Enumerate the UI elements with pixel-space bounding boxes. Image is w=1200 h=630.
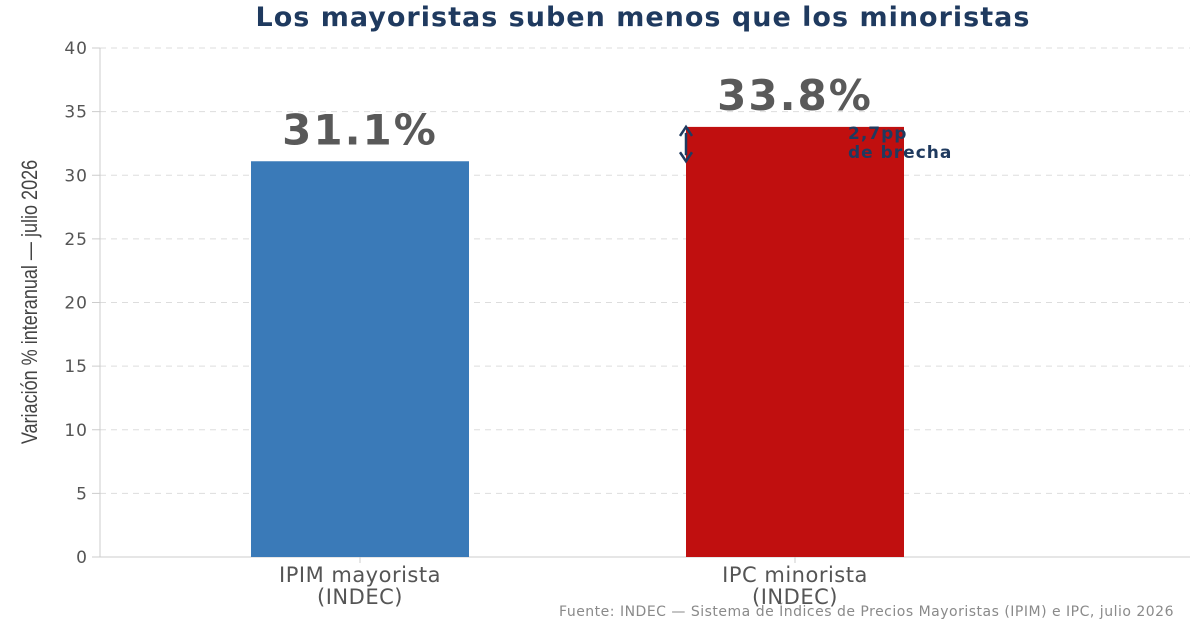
y-tick-label: 40: [64, 39, 88, 59]
y-tick-label: 5: [76, 484, 88, 504]
bar: [686, 126, 904, 558]
bar-value-label: 31.1%: [282, 105, 438, 154]
x-tick-label: IPIM mayorista: [279, 563, 441, 587]
chart-title: Los mayoristas suben menos que los minor…: [255, 2, 1031, 33]
bar-value-label: 33.8%: [717, 71, 873, 120]
y-axis-title: Variación % interanual — julio 2026: [18, 160, 42, 444]
gap-annotation-label: 2,7pp: [848, 124, 907, 144]
y-tick-label: 25: [64, 230, 88, 250]
x-tick-label: IPC minorista: [722, 563, 868, 587]
x-tick-label: (INDEC): [317, 585, 403, 609]
y-tick-label: 15: [64, 357, 88, 377]
y-tick-label: 35: [64, 103, 88, 123]
y-tick-label: 20: [64, 294, 88, 314]
y-tick-label: 30: [64, 166, 88, 186]
arrow-head-up-icon: [678, 124, 694, 137]
chart-source: Fuente: INDEC — Sistema de Índices de Pr…: [559, 604, 1174, 620]
x-tick-label: (INDEC): [752, 585, 838, 609]
arrow-head-down-icon: [678, 151, 694, 164]
y-tick-label: 10: [64, 421, 88, 441]
gap-annotation-label: de brecha: [848, 143, 952, 163]
y-tick-label: 0: [76, 548, 88, 568]
bar: [251, 161, 469, 557]
